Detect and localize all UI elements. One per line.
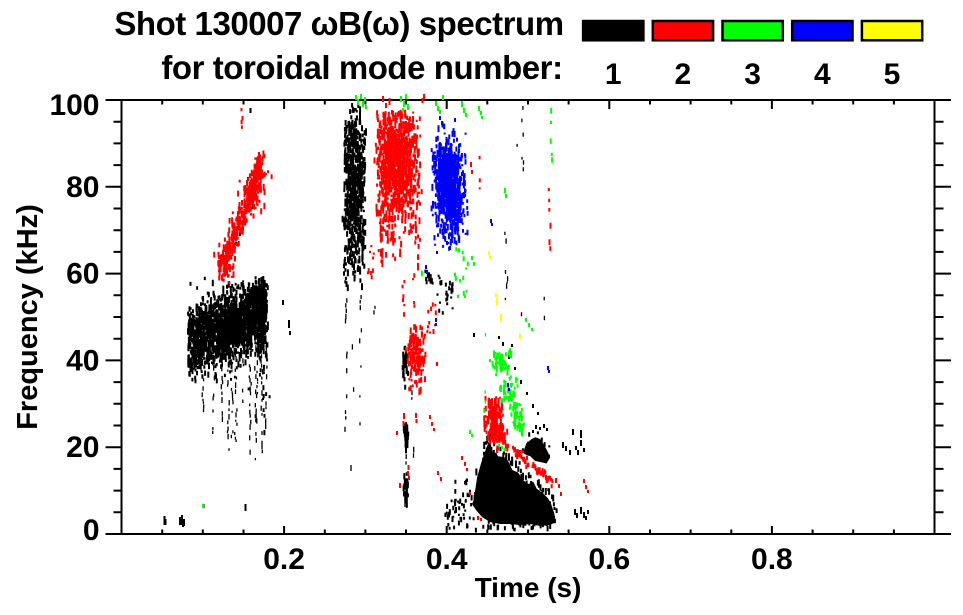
svg-text:for toroidal mode number:: for toroidal mode number: [161, 49, 562, 86]
svg-text:4: 4 [814, 58, 831, 91]
svg-text:20: 20 [66, 431, 99, 464]
svg-text:Frequency (kHz): Frequency (kHz) [12, 204, 44, 430]
svg-text:0.6: 0.6 [588, 543, 630, 576]
svg-text:0.8: 0.8 [751, 543, 793, 576]
svg-text:0: 0 [83, 514, 100, 547]
svg-text:60: 60 [66, 258, 99, 291]
svg-text:5: 5 [884, 58, 901, 91]
svg-text:100: 100 [49, 89, 99, 122]
svg-text:40: 40 [66, 344, 99, 377]
svg-text:3: 3 [744, 58, 761, 91]
svg-text:Time (s): Time (s) [475, 572, 582, 603]
svg-text:0.2: 0.2 [263, 543, 305, 576]
svg-text:0.4: 0.4 [426, 543, 468, 576]
svg-text:80: 80 [66, 171, 99, 204]
svg-text:2: 2 [675, 58, 692, 91]
svg-text:1: 1 [605, 58, 622, 91]
svg-text:Shot 130007 ωB(ω) spectrum: Shot 130007 ωB(ω) spectrum [114, 5, 563, 42]
